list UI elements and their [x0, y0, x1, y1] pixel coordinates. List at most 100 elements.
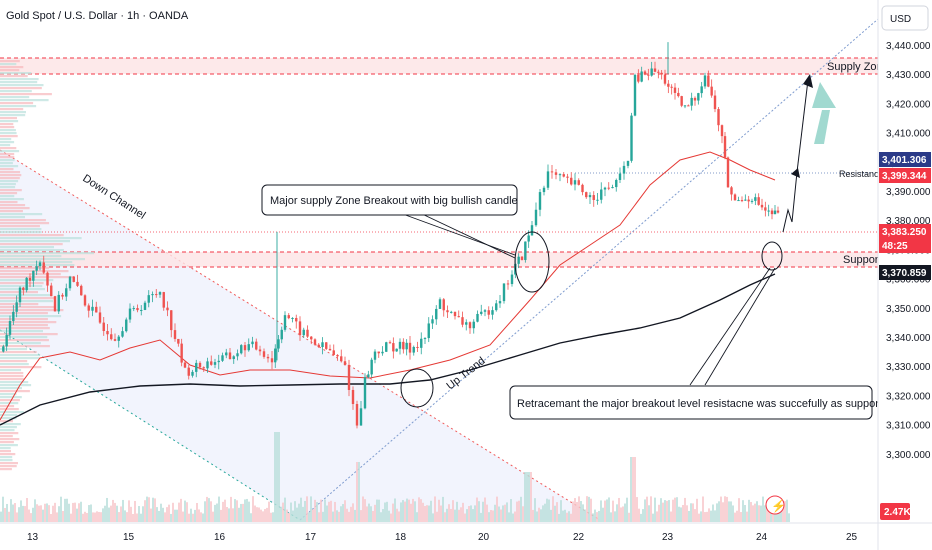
volume-bar — [256, 507, 258, 522]
volume-bar — [716, 503, 718, 522]
volume-bar — [76, 508, 78, 522]
candle-body — [673, 87, 677, 93]
candle-body — [457, 316, 460, 318]
lightning-button[interactable] — [765, 495, 785, 515]
candle-body — [416, 346, 419, 348]
volume-bar — [398, 511, 400, 522]
volume-profile-bar — [0, 462, 18, 465]
volume-bar — [524, 472, 526, 522]
currency-box[interactable] — [881, 5, 929, 31]
volume-bar — [304, 500, 306, 522]
volume-profile-bar — [0, 120, 19, 123]
volume-profile-bar — [0, 87, 42, 90]
breakout-note-box — [261, 184, 518, 216]
volume-bar — [186, 502, 188, 522]
supply-zone-label: Supply Zone — [827, 61, 889, 73]
volume-bar — [512, 513, 514, 522]
candle-body — [740, 200, 744, 202]
retracement-callout-line-2 — [704, 267, 776, 386]
volume-bar — [224, 499, 226, 522]
volume-bar — [446, 508, 448, 522]
volume-bar — [460, 507, 462, 522]
candle-body — [480, 311, 483, 314]
candle-body — [677, 92, 680, 97]
volume-bar — [134, 500, 136, 522]
volume-bar — [64, 498, 66, 522]
volume-bar — [522, 506, 524, 522]
volume-bar — [154, 498, 156, 522]
candle-body — [38, 262, 42, 267]
candle-body — [132, 308, 135, 310]
volume-bar — [222, 501, 224, 522]
candle-body — [710, 86, 713, 96]
volume-bar — [254, 505, 256, 522]
candle-body — [510, 274, 514, 285]
candle-body — [225, 352, 228, 356]
candle-body — [140, 309, 143, 311]
volume-bar — [196, 503, 198, 522]
candle-body — [258, 349, 262, 352]
volume-bar — [732, 505, 734, 522]
volume-profile-bar — [0, 180, 19, 183]
volume-bar — [26, 498, 28, 522]
candle-body — [760, 204, 764, 208]
volume-profile-bar — [0, 189, 22, 192]
candle-body — [5, 334, 8, 347]
volume-profile-bar — [0, 294, 52, 297]
candle-body — [592, 195, 595, 200]
candle-body — [687, 105, 690, 107]
candle-body — [240, 345, 243, 354]
volume-profile-bar — [0, 246, 54, 249]
volume-bar — [628, 512, 630, 522]
candle-body — [773, 210, 777, 215]
volume-bar — [128, 500, 130, 522]
volume-bar — [22, 505, 24, 522]
volume-bar — [370, 506, 372, 522]
volume-profile-bar — [0, 99, 49, 102]
volume-bar — [584, 509, 586, 522]
volume-bar — [346, 508, 348, 522]
candle-body — [431, 319, 434, 324]
volume-bar — [510, 499, 512, 522]
candle-body — [274, 348, 277, 363]
volume-bar — [506, 502, 508, 522]
y-tick-label: 3,330.000 — [886, 362, 931, 373]
candle-body — [80, 285, 83, 296]
volume-bar — [212, 511, 214, 522]
volume-profile-bar — [0, 213, 43, 216]
volume-bar — [266, 507, 268, 522]
candle-body — [255, 341, 258, 350]
volume-bar — [292, 510, 294, 522]
volume-bar — [570, 513, 572, 522]
volume-bar — [2, 496, 4, 522]
volume-bar — [696, 498, 698, 522]
candle-body — [524, 241, 527, 260]
candle-body — [392, 343, 395, 352]
volume-bar — [354, 509, 356, 522]
volume-profile-bar — [0, 228, 42, 231]
candle-body — [202, 367, 205, 369]
volume-bar — [698, 513, 700, 522]
candle-body — [562, 174, 565, 177]
volume-bar — [316, 502, 318, 522]
volume-profile-bar — [0, 258, 85, 261]
volume-bar — [148, 497, 150, 522]
candle-body — [221, 355, 224, 361]
volume-bar — [284, 497, 286, 522]
candle-body — [542, 187, 546, 193]
support-zone-band — [0, 252, 878, 267]
volume-bar — [400, 502, 402, 522]
y-tick-label: 3,410.000 — [886, 129, 931, 140]
volume-bar — [386, 501, 388, 522]
volume-bar — [104, 505, 106, 522]
x-tick-label: 23 — [662, 532, 674, 543]
volume-bar — [762, 496, 764, 522]
volume-bar — [516, 501, 518, 522]
volume-bar — [736, 510, 738, 522]
volume-bar — [142, 506, 144, 522]
volume-bar — [348, 511, 350, 522]
volume-bar — [270, 512, 272, 522]
candle-body — [343, 361, 347, 365]
volume-bar — [616, 504, 618, 522]
volume-bar — [46, 503, 48, 522]
